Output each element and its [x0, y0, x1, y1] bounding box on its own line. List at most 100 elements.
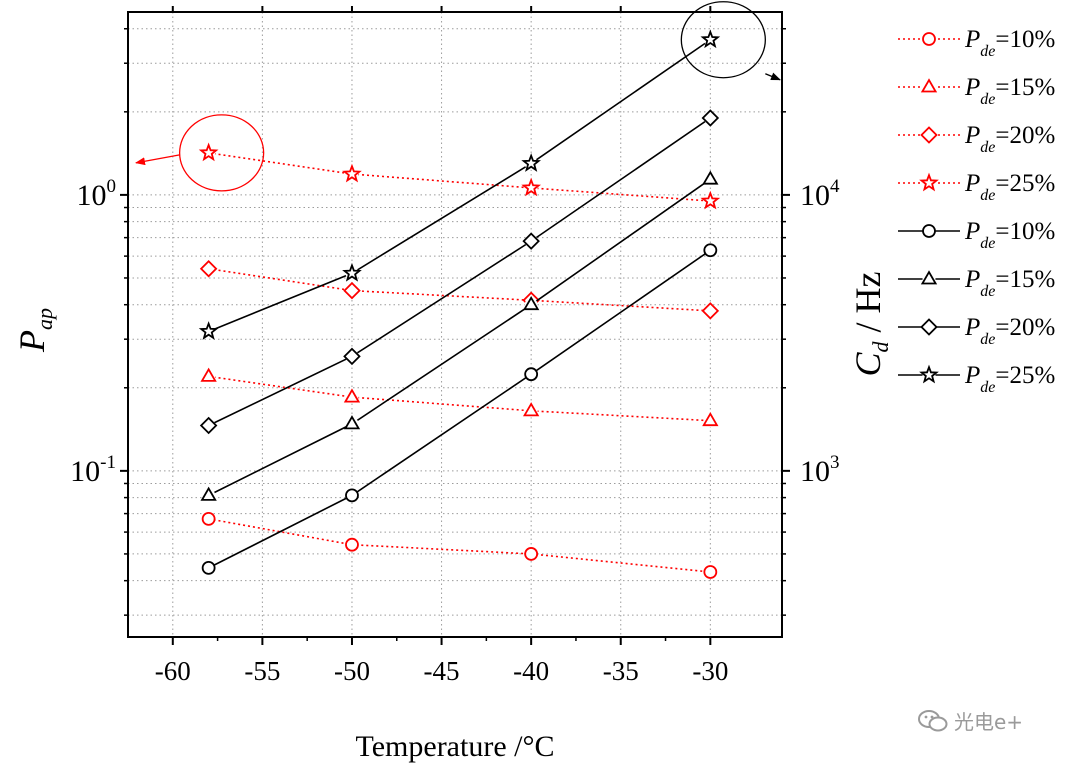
series-right-5: [200, 170, 719, 502]
legend-label: Pde=10%: [964, 218, 1055, 252]
data-point-star: [521, 153, 541, 172]
data-point-diamond: [343, 281, 361, 300]
marker-mask: [524, 367, 538, 381]
data-point-star: [342, 262, 362, 282]
marker-mask: [345, 284, 359, 298]
marker-mask: [345, 390, 359, 404]
annotation-arrow: [765, 72, 781, 81]
data-point-triangle: [522, 402, 540, 417]
x-tick-label: -35: [603, 656, 639, 686]
series-line: [208, 249, 711, 569]
legend-item: Pde=15%: [898, 74, 1055, 108]
legend-label: Pde=20%: [964, 122, 1055, 156]
data-point-diamond: [522, 232, 540, 250]
y-right-tick-label: 103: [800, 452, 840, 488]
legend-item: Pde=10%: [898, 218, 1055, 252]
legend-marker-mask: [922, 272, 936, 286]
legend-marker-diamond: [920, 318, 938, 336]
data-point-triangle: [200, 367, 217, 382]
marker-mask: [202, 561, 216, 575]
x-tick-label: -60: [155, 656, 191, 686]
marker-mask: [703, 111, 717, 125]
marker-mask: [202, 262, 216, 276]
data-point-diamond: [199, 416, 218, 435]
data-point-circle: [201, 511, 216, 526]
data-point-circle: [524, 547, 539, 561]
x-tick-label: -45: [424, 656, 460, 686]
plot-frame: [127, 11, 783, 638]
series-line: [208, 375, 711, 422]
marker-mask: [524, 404, 538, 418]
annotations: [135, 1, 781, 192]
data-point-star: [342, 163, 362, 183]
legend-marker-diamond: [920, 126, 938, 144]
y-left-tick-label: 100: [77, 176, 117, 212]
marker-mask: [524, 547, 538, 561]
y-left-axis-label: Pap: [12, 308, 57, 353]
series-layer: [198, 29, 721, 579]
marker-mask: [345, 538, 359, 552]
legend-marker-mask: [922, 320, 936, 334]
x-axis-label: Temperature /°C: [356, 730, 555, 763]
axis-ticks: [120, 6, 790, 645]
y-left-tick-label: 10-1: [70, 452, 116, 488]
legend-item: Pde=20%: [898, 314, 1055, 348]
marker-mask: [524, 234, 538, 248]
marker-mask: [703, 414, 717, 428]
series-line: [208, 152, 711, 202]
marker-mask: [202, 369, 216, 383]
y-left-label-sub: ap: [32, 308, 57, 330]
legend-marker-mask: [922, 32, 936, 46]
x-tick-label: -55: [244, 656, 280, 686]
data-point-diamond: [343, 347, 361, 366]
watermark-text: 光电e+: [954, 710, 1024, 734]
legend-item: Pde=25%: [898, 170, 1055, 204]
data-point-triangle: [200, 486, 217, 501]
legend-label: Pde=20%: [964, 314, 1055, 348]
data-point-triangle: [343, 415, 361, 430]
series-line: [208, 267, 711, 312]
x-tick-labels: -60 -55 -50 -45 -40 -35 -30: [155, 656, 729, 686]
data-point-star: [521, 177, 541, 197]
svg-text:Pap: Pap: [12, 308, 57, 353]
data-point-diamond: [701, 302, 720, 320]
annotation-left: [135, 114, 265, 192]
data-point-star: [198, 142, 219, 162]
annotation-arrow: [135, 154, 180, 166]
series-right-6: [199, 109, 720, 435]
series-line: [208, 39, 711, 333]
legend-marker-mask: [922, 224, 936, 238]
annotation-right: [680, 1, 781, 81]
series-left-2: [199, 259, 720, 320]
series-line: [208, 178, 711, 497]
data-point-star: [700, 29, 721, 49]
data-point-triangle: [702, 411, 719, 427]
y-left-tick-labels: 10-1 100: [70, 176, 116, 488]
marker-mask: [345, 488, 359, 502]
legend-marker-circle: [922, 224, 936, 238]
legend-marker-star: [919, 172, 939, 192]
y-right-label-rest: / Hz: [848, 272, 888, 342]
marker-mask: [202, 488, 216, 502]
marker-mask: [345, 349, 359, 363]
data-point-diamond: [701, 109, 720, 127]
legend-marker-triangle: [920, 270, 938, 285]
marker-mask: [703, 304, 717, 318]
legend-item: Pde=20%: [898, 122, 1055, 156]
series-right-4: [201, 243, 718, 575]
data-point-circle: [703, 565, 718, 579]
legend-marker-mask: [922, 80, 936, 94]
data-point-circle: [345, 537, 359, 552]
marker-mask: [703, 243, 717, 257]
marker-mask: [524, 298, 538, 312]
data-point-star: [700, 190, 721, 210]
legend-marker-mask: [922, 128, 936, 142]
legend-label: Pde=15%: [964, 266, 1055, 300]
marker-mask: [202, 512, 216, 526]
legend-label: Pde=10%: [964, 26, 1055, 60]
data-point-circle: [524, 367, 539, 382]
x-tick-label: -50: [334, 656, 370, 686]
legend-item: Pde=15%: [898, 266, 1055, 300]
x-tick-label: -40: [513, 656, 549, 686]
